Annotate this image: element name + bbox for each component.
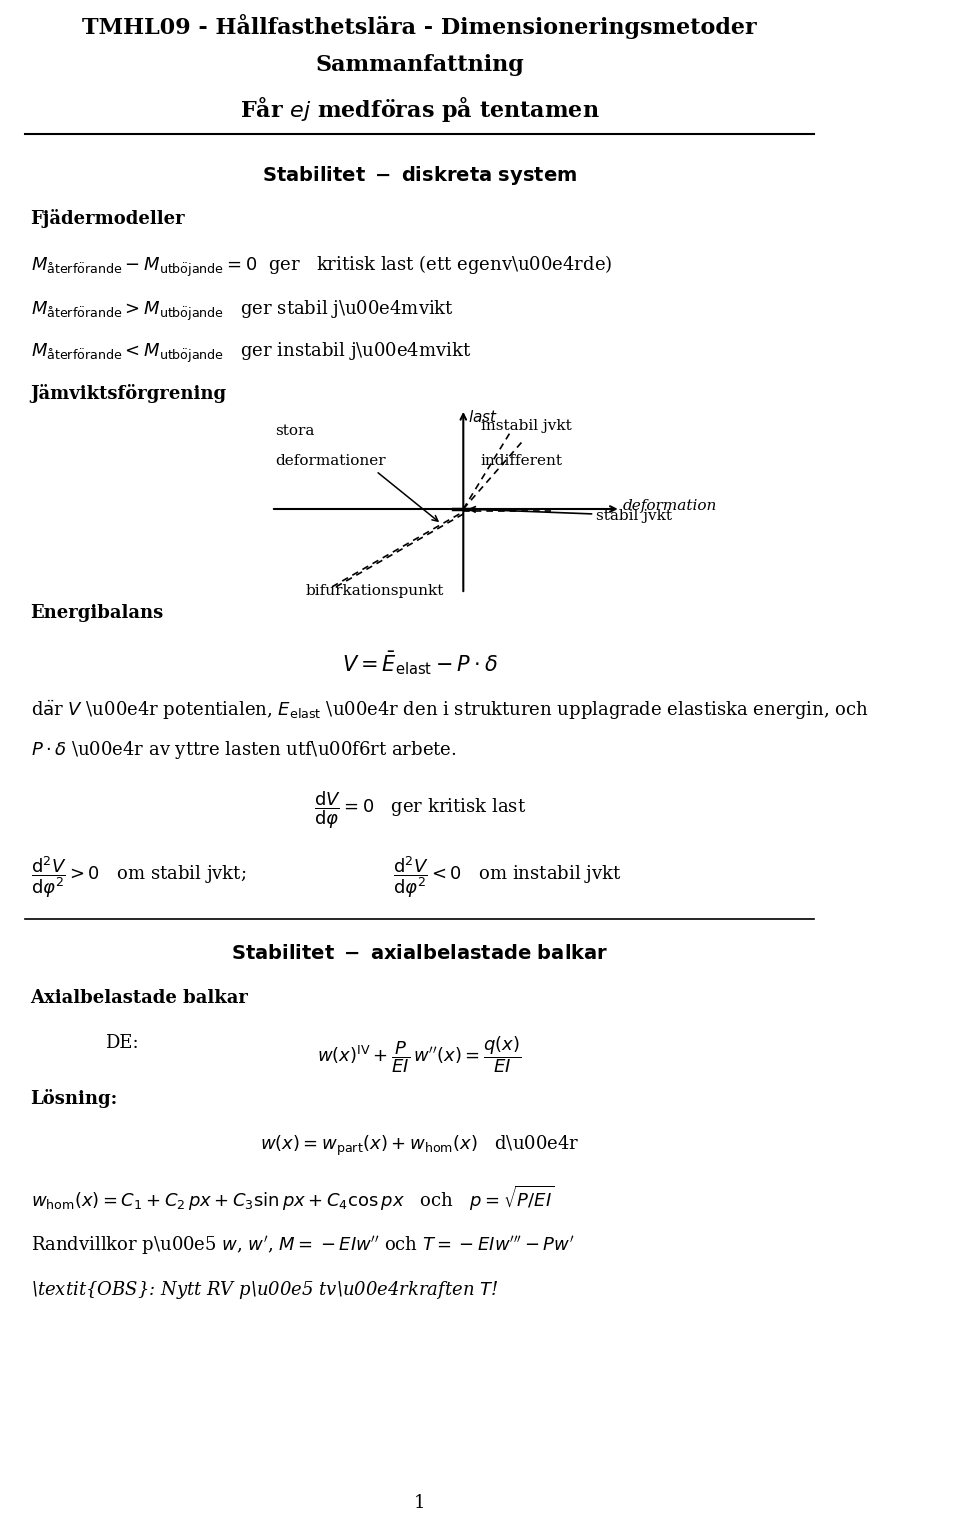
Text: $V = \bar{E}_{\mathrm{elast}} - P \cdot \delta$: $V = \bar{E}_{\mathrm{elast}} - P \cdot …	[342, 648, 497, 677]
Text: Axialbelastade balkar: Axialbelastade balkar	[31, 989, 249, 1008]
Text: Jämviktsförgrening: Jämviktsförgrening	[31, 384, 227, 404]
Text: indifferent: indifferent	[481, 454, 563, 468]
Text: Lösning:: Lösning:	[31, 1089, 118, 1109]
Text: $\mathit{last}$: $\mathit{last}$	[468, 408, 497, 425]
Text: Energibalans: Energibalans	[31, 604, 164, 622]
Text: Fjädermodeller: Fjädermodeller	[31, 209, 185, 228]
Text: $M_{\mathrm{\aa terf\ddot{o}rande}} - M_{\mathrm{utb\ddot{o}jande}} = 0$  ger   : $M_{\mathrm{\aa terf\ddot{o}rande}} - M_…	[31, 254, 612, 280]
Text: DE:: DE:	[105, 1034, 138, 1052]
Text: $M_{\mathrm{\aa terf\ddot{o}rande}} < M_{\mathrm{utb\ddot{o}jande}}$   ger insta: $M_{\mathrm{\aa terf\ddot{o}rande}} < M_…	[31, 341, 471, 365]
Text: stora: stora	[276, 424, 315, 437]
Text: $\mathbf{Stabilitet\ -\ diskreta\ system}$: $\mathbf{Stabilitet\ -\ diskreta\ system…	[262, 164, 577, 187]
Text: $\dfrac{\mathrm{d}^2 V}{\mathrm{d}\varphi^2} < 0$   om instabil jvkt: $\dfrac{\mathrm{d}^2 V}{\mathrm{d}\varph…	[394, 855, 622, 901]
Text: $w(x) = w_{\mathrm{part}}(x) + w_{\mathrm{hom}}(x)$   d\u00e4r: $w(x) = w_{\mathrm{part}}(x) + w_{\mathr…	[260, 1135, 579, 1157]
Text: $w_{\mathrm{hom}}(x) = C_1 + C_2\,px + C_3\sin px + C_4\cos px$   och   $p = \sq: $w_{\mathrm{hom}}(x) = C_1 + C_2\,px + C…	[31, 1183, 554, 1212]
Text: $w(x)^{\mathrm{IV}} + \dfrac{P}{EI}\,w^{\prime\prime}(x) = \dfrac{q(x)}{EI}$: $w(x)^{\mathrm{IV}} + \dfrac{P}{EI}\,w^{…	[318, 1034, 521, 1075]
Text: deformationer: deformationer	[276, 454, 386, 468]
Text: bifurkationspunkt: bifurkationspunkt	[306, 584, 444, 598]
Text: $\dfrac{\mathrm{d}^2 V}{\mathrm{d}\varphi^2} > 0$   om stabil jvkt;: $\dfrac{\mathrm{d}^2 V}{\mathrm{d}\varph…	[31, 855, 246, 901]
Text: F$\mathregular{\aa}$r $\it{ej}$ medf$\mathregular{\ddot{o}}$ras p$\mathregular{\: F$\mathregular{\aa}$r $\it{ej}$ medf$\ma…	[240, 93, 599, 124]
Text: $\dfrac{\mathrm{d}V}{\mathrm{d}\varphi} = 0$   ger kritisk last: $\dfrac{\mathrm{d}V}{\mathrm{d}\varphi} …	[314, 789, 526, 830]
Text: stabil jvkt: stabil jvkt	[596, 509, 672, 523]
Text: $P\cdot\delta$ \u00e4r av yttre lasten utf\u00f6rt arbete.: $P\cdot\delta$ \u00e4r av yttre lasten u…	[31, 739, 456, 761]
Text: Randvillkor p\u00e5 $w$, $w^{\prime}$, $M = -EIw^{\prime\prime}$ och $T = -EIw^{: Randvillkor p\u00e5 $w$, $w^{\prime}$, $…	[31, 1234, 574, 1257]
Text: \textit{OBS}: Nytt RV p\u00e5 tv\u00e4rkraften $T$!: \textit{OBS}: Nytt RV p\u00e5 tv\u00e4rk…	[31, 1278, 498, 1301]
Text: $\mathbf{Stabilitet\ -\ axialbelastade\ balkar}$: $\mathbf{Stabilitet\ -\ axialbelastade\ …	[231, 943, 609, 963]
Text: d$\ddot{\mathrm{a}}$r $V$ \u00e4r potentialen, $E_{\mathrm{elast}}$ \u00e4r den : d$\ddot{\mathrm{a}}$r $V$ \u00e4r potent…	[31, 699, 868, 722]
Text: $M_{\mathrm{\aa terf\ddot{o}rande}} > M_{\mathrm{utb\ddot{o}jande}}$   ger stabi: $M_{\mathrm{\aa terf\ddot{o}rande}} > M_…	[31, 300, 454, 323]
Text: deformation: deformation	[622, 498, 717, 514]
Text: TMHL09 - Hållfasthetslära - Dimensioneringsmetoder: TMHL09 - Hållfasthetslära - Dimensioneri…	[83, 14, 756, 40]
Text: 1: 1	[414, 1494, 425, 1512]
Text: instabil jvkt: instabil jvkt	[481, 419, 571, 433]
Text: Sammanfattning: Sammanfattning	[315, 54, 524, 76]
